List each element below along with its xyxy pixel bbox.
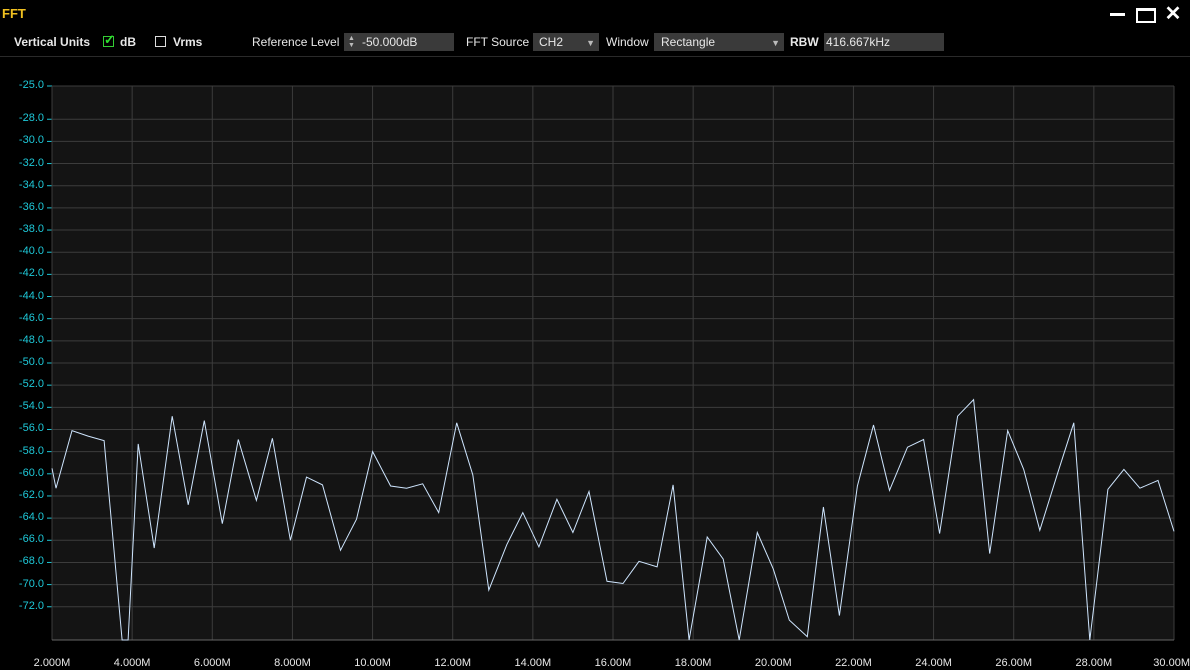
window-value: Rectangle (661, 35, 716, 49)
x-tick-label: 10.00M (354, 657, 391, 669)
y-tick-label: -36.0 (18, 200, 44, 213)
maximize-icon[interactable] (1134, 4, 1156, 24)
spinner-icon[interactable]: ▲ ▼ (348, 35, 355, 49)
checkmark-icon: ✓ (104, 32, 115, 47)
fft-source-select[interactable]: CH2 ▼ (533, 33, 599, 51)
x-tick-label: 24.00M (915, 657, 952, 669)
x-tick-label: 2.000M (33, 657, 71, 669)
fft-plot[interactable]: -25.0 -28.0 -30.0 -32.0 -34.0 -36.0 -38.0 -40.0… (0, 58, 1190, 670)
y-tick-label: -42.0 (18, 267, 44, 280)
x-tick-label: 28.00M (1075, 657, 1113, 669)
close-icon[interactable]: ✕ (1164, 3, 1182, 25)
vertical-units-label: Vertical Units (14, 35, 91, 49)
x-tick-label: 18.00M (674, 657, 712, 669)
fft-toolbar: Vertical Units ✓ dB Vrms Reference Level… (0, 28, 1190, 57)
y-tick-label: -68.0 (18, 555, 44, 568)
x-tick-label: 26.00M (995, 657, 1033, 669)
x-tick-label: 4.000M (113, 657, 151, 669)
y-tick-label: -34.0 (18, 178, 44, 191)
x-tick-label: 22.00M (835, 657, 872, 669)
y-tick-label: -50.0 (18, 356, 44, 368)
db-label[interactable]: dB (120, 35, 136, 49)
y-tick-label: -48.0 (18, 333, 44, 346)
fft-chart (47, 85, 1175, 641)
title-bar: FFT ✕ (0, 0, 1190, 28)
y-tick-label: -60.0 (18, 466, 44, 479)
reference-level-label: Reference Level (252, 35, 340, 49)
chevron-down-icon: ▼ (586, 38, 595, 48)
y-tick-label: -40.0 (18, 245, 44, 258)
y-tick-label: -52.0 (18, 378, 44, 391)
y-tick-label: -58.0 (18, 444, 44, 457)
y-tick-label: -72.0 (18, 599, 44, 612)
x-tick-label: 20.00M (754, 657, 792, 669)
vrms-checkbox[interactable] (155, 36, 166, 47)
rbw-label: RBW (790, 35, 819, 49)
y-tick-label: -54.0 (18, 400, 44, 413)
y-tick-label: -30.0 (18, 134, 44, 147)
chevron-down-icon: ▼ (771, 38, 780, 48)
fft-source-value: CH2 (539, 35, 564, 49)
reference-level-value: -50.000dB (362, 35, 418, 49)
y-tick-label: -62.0 (18, 488, 44, 501)
y-tick-label: -38.0 (18, 223, 44, 236)
db-checkbox[interactable]: ✓ (103, 32, 115, 47)
window-label: Window (606, 35, 649, 49)
y-tick-label: -25.0 (18, 79, 44, 91)
x-tick-label: 14.00M (514, 657, 552, 669)
y-tick-label: -70.0 (18, 577, 44, 590)
x-tick-label: 12.00M (434, 657, 472, 669)
fft-source-label: FFT Source (466, 35, 530, 49)
rbw-value: 416.667kHz (826, 35, 891, 49)
y-tick-label: -44.0 (18, 289, 44, 302)
window-select[interactable]: Rectangle ▼ (654, 33, 784, 51)
x-tick-label: 16.00M (594, 657, 632, 669)
y-tick-label: -28.0 (18, 112, 44, 125)
fft-trace-line (51, 398, 1175, 641)
x-tick-label: 6.000M (193, 657, 231, 669)
y-tick-label: -56.0 (18, 422, 44, 435)
reference-level-input[interactable]: ▲ ▼ -50.000dB (344, 33, 454, 51)
rbw-field: 416.667kHz (824, 33, 944, 51)
window-title: FFT (2, 6, 26, 21)
x-tick-label: 30.00M (1153, 657, 1190, 669)
vrms-label[interactable]: Vrms (173, 35, 203, 49)
y-tick-label: -46.0 (18, 311, 44, 324)
y-tick-label: -66.0 (18, 533, 44, 546)
y-tick-label: -64.0 (18, 511, 44, 524)
x-tick-label: 8.000M (274, 657, 311, 669)
y-tick-label: -32.0 (18, 156, 44, 169)
minimize-icon[interactable] (1106, 4, 1128, 24)
